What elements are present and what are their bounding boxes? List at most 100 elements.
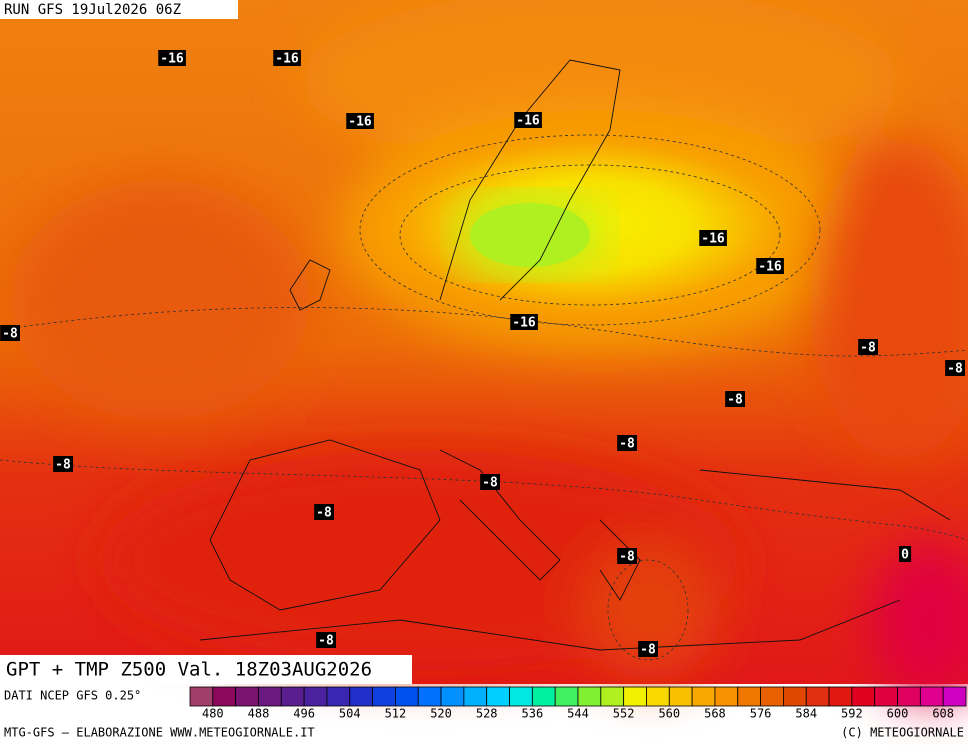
contour-label-box	[858, 339, 878, 355]
colorbar-label: 584	[795, 707, 817, 721]
colorbar-box	[349, 686, 373, 707]
colorbar-box	[417, 686, 442, 707]
contour-label-box	[0, 325, 20, 341]
contour-label: -8	[727, 393, 743, 408]
colorbar-label: 496	[293, 707, 315, 721]
contour-label-box	[899, 546, 912, 562]
colorbar-box	[942, 686, 967, 707]
credit-right: (C) METEOGIORNALE	[841, 726, 964, 740]
colorbar-box	[486, 686, 510, 707]
contour-label: -8	[640, 643, 656, 658]
colorbar-box	[235, 686, 259, 707]
colorbar-box	[395, 686, 419, 707]
colorbar-box	[600, 686, 625, 707]
contour-label: -16	[758, 260, 782, 275]
contour-label: -8	[619, 550, 635, 565]
colorbar-box	[463, 686, 488, 707]
contour-label-box	[638, 641, 658, 657]
contour-label-box	[756, 258, 784, 274]
colorbar-box	[760, 686, 784, 707]
contour-label: 0	[901, 548, 909, 563]
contour-label-box	[617, 548, 637, 564]
title-box	[0, 655, 412, 684]
run-label: RUN GFS 19Jul2026 06Z	[4, 2, 181, 18]
map-title: GPT + TMP Z500 Val. 18Z03AUG2026	[6, 659, 372, 681]
contour-label: -8	[482, 476, 498, 491]
colorbar-box	[897, 686, 921, 707]
colorbar-label: 592	[841, 707, 863, 721]
credit-left: MTG-GFS – ELABORAZIONE WWW.METEOGIORNALE…	[4, 726, 315, 740]
contour-label-box	[158, 50, 186, 66]
contour-label-box	[273, 50, 301, 66]
colorbar-label: 568	[704, 707, 726, 721]
contour-label-box	[725, 391, 745, 407]
colorbar-label: 528	[476, 707, 498, 721]
contour-label-box	[510, 314, 538, 330]
colorbar-label: 544	[567, 707, 589, 721]
colorbar-box	[189, 686, 214, 707]
colorbar-box	[805, 686, 830, 707]
colorbar-label: 536	[522, 707, 544, 721]
colorbar-box	[714, 686, 739, 707]
contour-label: -8	[619, 437, 635, 452]
contour-label: -16	[516, 114, 540, 129]
colorbar-box	[623, 686, 647, 707]
contour-label: -8	[318, 634, 334, 649]
colorbar-box	[646, 686, 670, 707]
contour-label: -8	[316, 506, 332, 521]
colorbar-box	[851, 686, 876, 707]
colorbar-box	[212, 686, 237, 707]
colorbar-box	[554, 686, 579, 707]
colorbar-label: 552	[613, 707, 635, 721]
contour-label: -16	[701, 232, 725, 247]
contour-label: -16	[160, 52, 184, 67]
colorbar-label: 608	[932, 707, 954, 721]
colorbar-box	[691, 686, 716, 707]
colorbar-box	[372, 686, 396, 707]
contour-label: -16	[275, 52, 299, 67]
colorbar-label: 576	[750, 707, 772, 721]
map-background	[0, 0, 968, 700]
contour-label-box	[514, 112, 542, 128]
source-label: DATI NCEP GFS 0.25°	[4, 689, 141, 703]
colorbar-box	[258, 686, 282, 707]
colorbar-box	[280, 686, 305, 707]
contour-label: -8	[55, 458, 71, 473]
contour-label-box	[945, 360, 965, 376]
colorbar-label: 520	[430, 707, 452, 721]
colorbar-box	[577, 686, 602, 707]
contour-label: -8	[947, 362, 963, 377]
colorbar-box	[440, 686, 465, 707]
colorbar-box	[509, 686, 533, 707]
contour-label-box	[699, 230, 727, 246]
colorbar-box	[531, 686, 556, 707]
colorbar-label: 512	[385, 707, 407, 721]
colorbar-box	[326, 686, 351, 707]
contour-label-box	[53, 456, 73, 472]
colorbar-label: 480	[202, 707, 224, 721]
contour-label: -16	[512, 316, 536, 331]
colorbar-label: 600	[887, 707, 909, 721]
colorbar-label: 560	[658, 707, 680, 721]
contour-label-box	[480, 474, 500, 490]
contour-label: -8	[2, 327, 18, 342]
colorbar-box	[874, 686, 898, 707]
colorbar-box	[303, 686, 328, 707]
colorbar-box	[783, 686, 807, 707]
coastlines	[199, 59, 951, 651]
colorbar-box	[668, 686, 693, 707]
contour-label-box	[316, 632, 336, 648]
contour-label: -8	[860, 341, 876, 356]
colorbar-label: 488	[248, 707, 270, 721]
colorbar-box	[737, 686, 761, 707]
isolines	[0, 134, 968, 661]
contour-label-box	[617, 435, 637, 451]
contour-label-box	[314, 504, 334, 520]
colorbar-box	[919, 686, 944, 707]
contour-label: -16	[348, 115, 372, 130]
contour-label-box	[346, 113, 374, 129]
colorbar-label: 504	[339, 707, 361, 721]
colorbar-box	[828, 686, 853, 707]
